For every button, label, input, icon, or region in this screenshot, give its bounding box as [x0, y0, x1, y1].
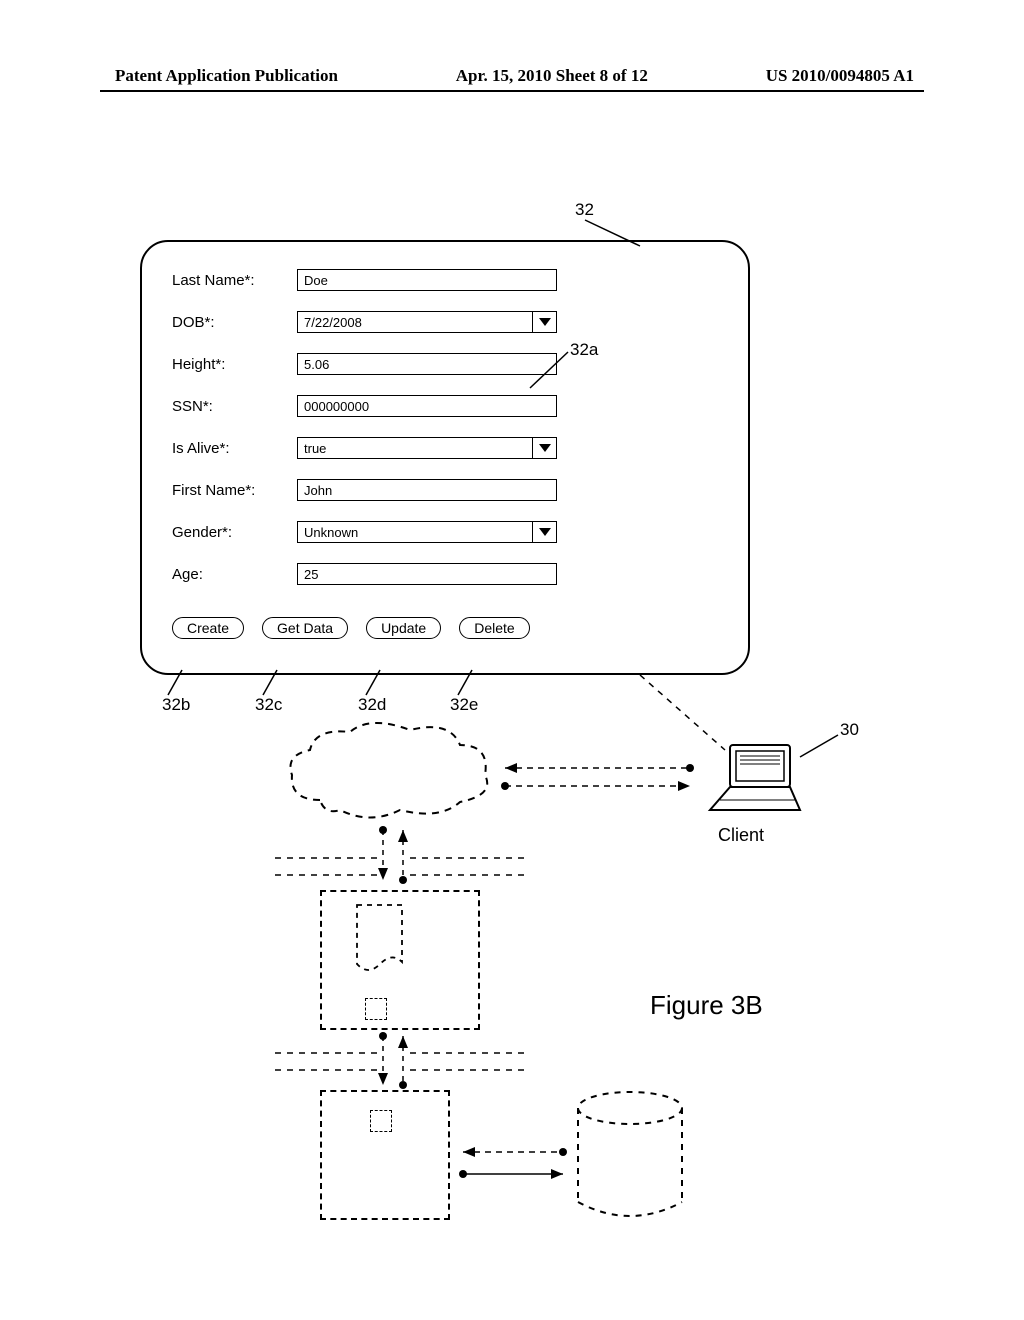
ref-32d-leader — [358, 670, 388, 700]
figure-area: 32 Last Name*: Doe DOB*: 7/22/2008 Heigh… — [100, 150, 924, 1230]
tiny-box-1 — [365, 998, 387, 1020]
update-button[interactable]: Update — [366, 617, 441, 639]
label-gender: Gender*: — [172, 524, 297, 541]
header-right: US 2010/0094805 A1 — [766, 66, 914, 86]
dropdown-dob-icon[interactable] — [532, 311, 556, 333]
row-ssn: SSN*: 000000000 — [172, 393, 718, 419]
header-center: Apr. 15, 2010 Sheet 8 of 12 — [456, 66, 648, 86]
input-dob[interactable]: 7/22/2008 — [297, 311, 557, 333]
client-label: Client — [718, 825, 764, 846]
ref-32c-leader — [255, 670, 285, 700]
getdata-button[interactable]: Get Data — [262, 617, 348, 639]
button-row: Create Get Data Update Delete — [172, 617, 718, 639]
header-rule — [100, 90, 924, 92]
input-gender[interactable]: Unknown — [297, 521, 557, 543]
row-firstname: First Name*: John — [172, 477, 718, 503]
label-isalive: Is Alive*: — [172, 440, 297, 457]
row-gender: Gender*: Unknown — [172, 519, 718, 545]
laptop-icon — [700, 740, 810, 820]
figure-caption: Figure 3B — [650, 990, 763, 1021]
document-icon — [352, 902, 407, 982]
form-panel: Last Name*: Doe DOB*: 7/22/2008 Height*:… — [140, 240, 750, 675]
row-lastname: Last Name*: Doe — [172, 267, 718, 293]
input-ssn[interactable]: 000000000 — [297, 395, 557, 417]
row-age: Age: 25 — [172, 561, 718, 587]
ref-32e-leader — [450, 670, 480, 700]
tiny-box-2 — [370, 1110, 392, 1132]
input-age[interactable]: 25 — [297, 563, 557, 585]
dropdown-isalive-icon[interactable] — [532, 437, 556, 459]
label-height: Height*: — [172, 356, 297, 373]
database-icon — [570, 1090, 690, 1225]
input-lastname[interactable]: Doe — [297, 269, 557, 291]
junction-lines-1 — [275, 850, 525, 890]
label-age: Age: — [172, 566, 297, 583]
label-dob: DOB*: — [172, 314, 297, 331]
label-firstname: First Name*: — [172, 482, 297, 499]
input-isalive[interactable]: true — [297, 437, 557, 459]
page-header: Patent Application Publication Apr. 15, … — [0, 66, 1024, 86]
delete-button[interactable]: Delete — [459, 617, 529, 639]
input-firstname[interactable]: John — [297, 479, 557, 501]
dropdown-gender-icon[interactable] — [532, 521, 556, 543]
cloud-client-arrows — [495, 758, 705, 798]
create-button[interactable]: Create — [172, 617, 244, 639]
row-dob: DOB*: 7/22/2008 — [172, 309, 718, 335]
ref-32: 32 — [575, 200, 594, 220]
ref-32b-leader — [160, 670, 190, 700]
row-isalive: Is Alive*: true — [172, 435, 718, 461]
input-height[interactable]: 5.06 — [297, 353, 557, 375]
junction-lines-2 — [275, 1045, 525, 1085]
ref-30-leader — [800, 735, 850, 765]
label-lastname: Last Name*: — [172, 272, 297, 289]
label-ssn: SSN*: — [172, 398, 297, 415]
box-db-arrows — [455, 1140, 575, 1190]
header-left: Patent Application Publication — [115, 66, 338, 86]
row-height: Height*: 5.06 — [172, 351, 718, 377]
ref-32a-leader — [530, 350, 580, 390]
